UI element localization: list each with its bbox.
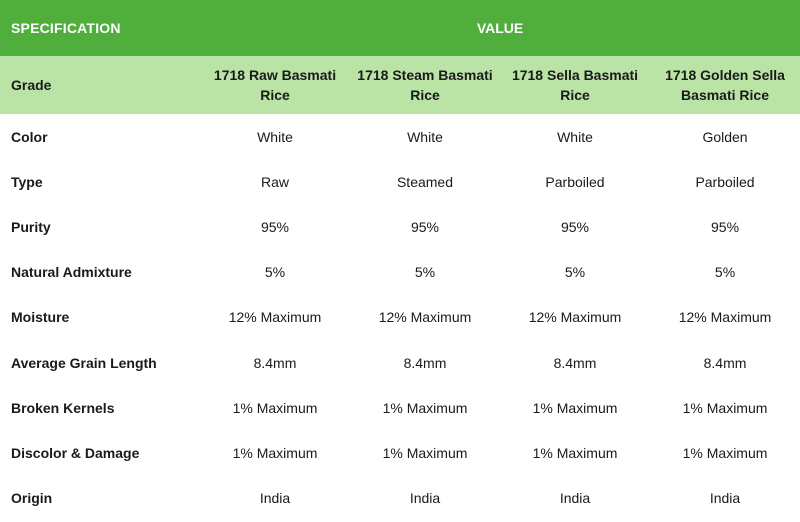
row-value: Parboiled xyxy=(545,173,605,190)
row-value: 5% xyxy=(264,264,286,281)
row-value: 1% Maximum xyxy=(532,399,618,416)
row-value: 1% Maximum xyxy=(382,444,468,461)
table-row: Natural Admixture 5% 5% 5% 5% xyxy=(0,250,800,295)
table-row: Discolor & Damage 1% Maximum 1% Maximum 1% … xyxy=(0,430,800,475)
row-value: 1% Maximum xyxy=(682,399,768,416)
table-row: Purity 95% 95% 95% 95% xyxy=(0,204,800,249)
row-value: 8.4mm xyxy=(703,354,747,371)
row-value: White xyxy=(407,128,443,145)
table-row: Origin India India India India xyxy=(0,476,800,521)
row-value: 95% xyxy=(560,218,590,235)
row-value: White xyxy=(557,128,593,145)
row-value: 1% Maximum xyxy=(532,444,618,461)
row-label: Color xyxy=(11,128,48,145)
row-value: 1% Maximum xyxy=(382,399,468,416)
row-value: 95% xyxy=(260,218,290,235)
row-value: 12% Maximum xyxy=(378,309,472,326)
table-row: Moisture 12% Maximum 12% Maximum 12% Maximu… xyxy=(0,295,800,340)
row-label: Broken Kernels xyxy=(11,399,115,416)
row-value: 12% Maximum xyxy=(528,309,622,326)
row-label: Natural Admixture xyxy=(11,264,132,281)
row-value: 8.4mm xyxy=(403,354,447,371)
row-value: India xyxy=(409,490,441,507)
row-label: Purity xyxy=(11,218,51,235)
grade-raw: 1718 Raw Basmati Rice xyxy=(200,56,350,114)
row-value: 5% xyxy=(414,264,436,281)
row-value: 95% xyxy=(410,218,440,235)
row-value: 95% xyxy=(711,218,740,235)
value-header: VALUE xyxy=(200,0,800,56)
row-label: Type xyxy=(11,173,43,190)
row-value: India xyxy=(259,490,291,507)
row-value: 8.4mm xyxy=(253,354,297,371)
table-header-row: SPECIFICATION VALUE xyxy=(0,0,800,56)
row-label: Moisture xyxy=(11,309,70,326)
row-label: Discolor & Damage xyxy=(11,444,140,461)
table-row: Broken Kernels 1% Maximum 1% Maximum 1% Max… xyxy=(0,385,800,430)
row-value: 1% Maximum xyxy=(232,399,318,416)
row-value: India xyxy=(709,490,741,507)
row-value: Golden xyxy=(702,128,748,145)
table-row: Average Grain Length 8.4mm 8.4mm 8.4mm 8.4mm xyxy=(0,340,800,385)
row-value: 5% xyxy=(564,264,586,281)
row-label: Average Grain Length xyxy=(11,354,157,371)
grade-row: Grade 1718 Raw Basmati Rice 1718 Steam B… xyxy=(0,56,800,114)
row-value: India xyxy=(559,490,591,507)
row-value: 12% Maximum xyxy=(678,309,772,326)
row-value: 5% xyxy=(714,264,736,281)
grade-label: Grade xyxy=(0,56,200,114)
row-value: Parboiled xyxy=(695,173,755,190)
row-value: 8.4mm xyxy=(553,354,597,371)
table-row: Type Raw Steamed Parboiled Parboiled xyxy=(0,159,800,204)
row-label: Origin xyxy=(11,490,53,507)
grade-sella: 1718 Sella Basmati Rice xyxy=(500,56,650,114)
row-value: Raw xyxy=(260,173,289,190)
specification-header: SPECIFICATION xyxy=(0,0,200,56)
row-value: White xyxy=(257,128,293,145)
grade-golden-sella: 1718 Golden Sella Basmati Rice xyxy=(650,56,800,114)
row-value: 12% Maximum xyxy=(228,309,322,326)
row-value: 1% Maximum xyxy=(232,444,318,461)
table-row: Color White White White Golden xyxy=(0,114,800,159)
grade-steam: 1718 Steam Basmati Rice xyxy=(350,56,500,114)
row-value: Steamed xyxy=(396,173,454,190)
row-value: 1% Maximum xyxy=(682,444,768,461)
